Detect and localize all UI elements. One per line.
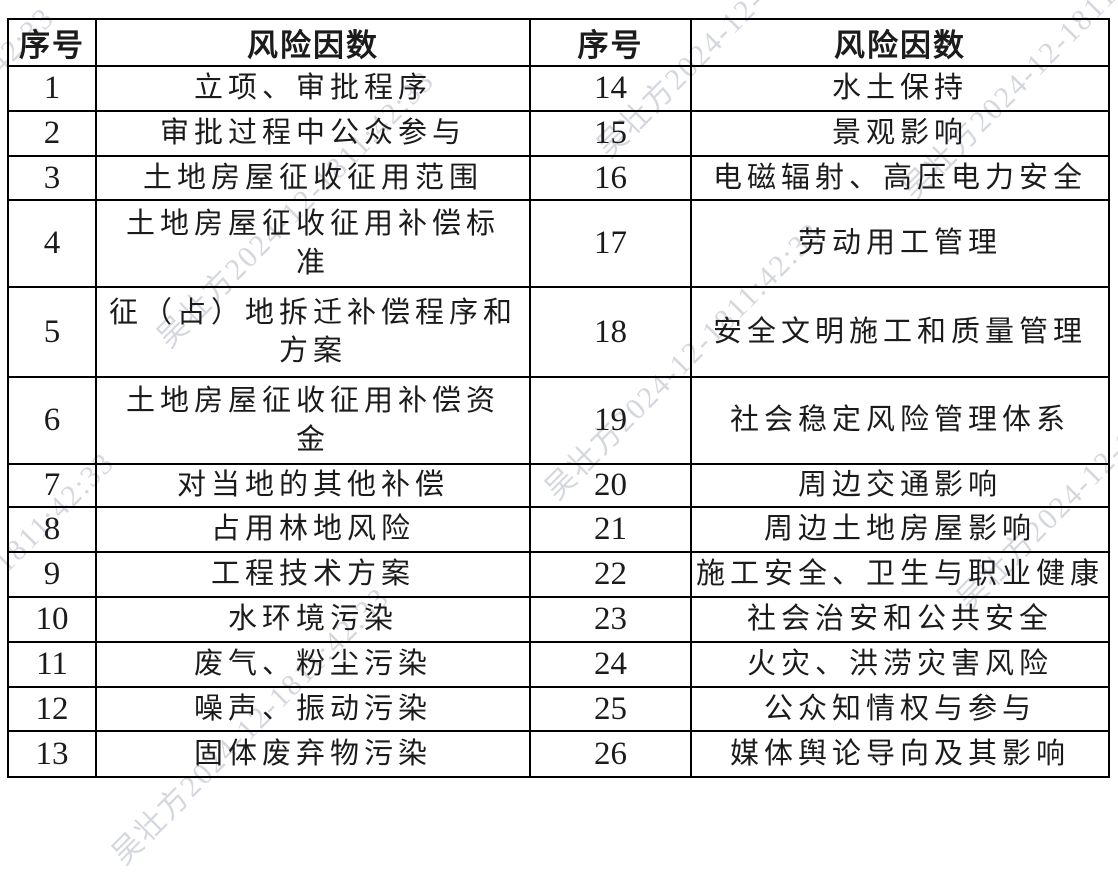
- seq-cell: 6: [7, 376, 97, 465]
- seq-cell: 13: [7, 730, 97, 778]
- table-row: 3 土地房屋征收征用范围 16 电磁辐射、高压电力安全: [7, 155, 1110, 201]
- table-row: 9 工程技术方案 22 施工安全、卫生与职业健康: [7, 551, 1110, 598]
- seq-cell: 26: [529, 730, 692, 778]
- factor-cell: 噪声、振动污染: [95, 686, 531, 732]
- header-factor-left: 风险因数: [95, 18, 531, 67]
- table-row: 1 立项、审批程序 14 水土保持: [7, 65, 1110, 112]
- seq-cell: 22: [529, 551, 692, 598]
- seq-cell: 20: [529, 463, 692, 508]
- factor-cell: 固体废弃物污染: [95, 730, 531, 778]
- seq-cell: 4: [7, 199, 97, 288]
- factor-cell: 废气、粉尘污染: [95, 641, 531, 688]
- table-row: 4 土地房屋征收征用补偿标 准 17 劳动用工管理: [7, 199, 1110, 288]
- seq-cell: 23: [529, 596, 692, 643]
- seq-cell: 10: [7, 596, 97, 643]
- seq-cell: 17: [529, 199, 692, 288]
- factor-cell: 占用林地风险: [95, 506, 531, 553]
- table-row: 7 对当地的其他补偿 20 周边交通影响: [7, 463, 1110, 508]
- seq-cell: 24: [529, 641, 692, 688]
- risk-factor-table: 序号 风险因数 序号 风险因数 1 立项、审批程序 14 水土保持 2 审批过程…: [7, 18, 1110, 778]
- seq-cell: 7: [7, 463, 97, 508]
- table-row: 11 废气、粉尘污染 24 火灾、洪涝灾害风险: [7, 641, 1110, 688]
- header-factor-right: 风险因数: [690, 18, 1110, 67]
- factor-cell: 劳动用工管理: [690, 199, 1110, 288]
- factor-cell: 工程技术方案: [95, 551, 531, 598]
- seq-cell: 11: [7, 641, 97, 688]
- table-row: 5 征（占）地拆迁补偿程序和 方案 18 安全文明施工和质量管理: [7, 286, 1110, 378]
- header-seq-left: 序号: [7, 18, 97, 67]
- factor-cell: 审批过程中公众参与: [95, 110, 531, 157]
- seq-cell: 18: [529, 286, 692, 378]
- seq-cell: 16: [529, 155, 692, 201]
- seq-cell: 12: [7, 686, 97, 732]
- seq-cell: 1: [7, 65, 97, 112]
- factor-cell: 火灾、洪涝灾害风险: [690, 641, 1110, 688]
- seq-cell: 8: [7, 506, 97, 553]
- seq-cell: 14: [529, 65, 692, 112]
- factor-cell: 社会稳定风险管理体系: [690, 376, 1110, 465]
- table-row: 2 审批过程中公众参与 15 景观影响: [7, 110, 1110, 157]
- factor-cell: 施工安全、卫生与职业健康: [690, 551, 1110, 598]
- seq-cell: 9: [7, 551, 97, 598]
- factor-cell: 水环境污染: [95, 596, 531, 643]
- seq-cell: 2: [7, 110, 97, 157]
- table-row: 10 水环境污染 23 社会治安和公共安全: [7, 596, 1110, 643]
- factor-cell: 社会治安和公共安全: [690, 596, 1110, 643]
- factor-cell: 立项、审批程序: [95, 65, 531, 112]
- table-row: 12 噪声、振动污染 25 公众知情权与参与: [7, 686, 1110, 732]
- header-seq-right: 序号: [529, 18, 692, 67]
- factor-cell: 景观影响: [690, 110, 1110, 157]
- factor-cell: 周边交通影响: [690, 463, 1110, 508]
- seq-cell: 15: [529, 110, 692, 157]
- factor-cell: 对当地的其他补偿: [95, 463, 531, 508]
- factor-cell: 土地房屋征收征用补偿资 金: [95, 376, 531, 465]
- table-row: 13 固体废弃物污染 26 媒体舆论导向及其影响: [7, 730, 1110, 778]
- factor-cell: 土地房屋征收征用范围: [95, 155, 531, 201]
- table-row: 8 占用林地风险 21 周边土地房屋影响: [7, 506, 1110, 553]
- factor-cell: 媒体舆论导向及其影响: [690, 730, 1110, 778]
- table-header-row: 序号 风险因数 序号 风险因数: [7, 18, 1110, 67]
- seq-cell: 21: [529, 506, 692, 553]
- seq-cell: 19: [529, 376, 692, 465]
- seq-cell: 3: [7, 155, 97, 201]
- table-row: 6 土地房屋征收征用补偿资 金 19 社会稳定风险管理体系: [7, 376, 1110, 465]
- factor-cell: 安全文明施工和质量管理: [690, 286, 1110, 378]
- factor-cell: 水土保持: [690, 65, 1110, 112]
- factor-cell: 电磁辐射、高压电力安全: [690, 155, 1110, 201]
- factor-cell: 周边土地房屋影响: [690, 506, 1110, 553]
- factor-cell: 征（占）地拆迁补偿程序和 方案: [95, 286, 531, 378]
- seq-cell: 5: [7, 286, 97, 378]
- seq-cell: 25: [529, 686, 692, 732]
- factor-cell: 公众知情权与参与: [690, 686, 1110, 732]
- factor-cell: 土地房屋征收征用补偿标 准: [95, 199, 531, 288]
